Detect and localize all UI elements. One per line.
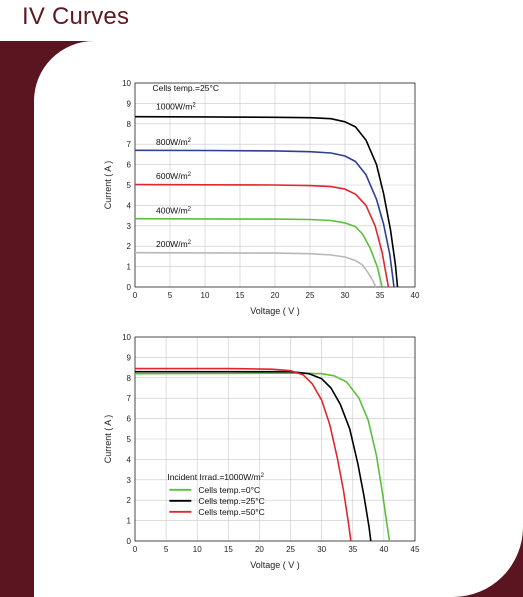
x-tick-label: 25 bbox=[286, 545, 295, 554]
x-tick-label: 5 bbox=[164, 545, 169, 554]
y-tick-label: 9 bbox=[127, 353, 132, 362]
x-tick-label: 5 bbox=[168, 291, 173, 300]
legend-title: Incident Irrad.=1000W/m2 bbox=[167, 472, 264, 482]
series-label: 200W/m2 bbox=[156, 239, 192, 249]
y-tick-label: 8 bbox=[127, 374, 132, 383]
x-tick-label: 20 bbox=[271, 291, 280, 300]
x-tick-label: 35 bbox=[376, 291, 385, 300]
x-tick-label: 0 bbox=[133, 291, 138, 300]
legend-entry: Cells temp.=0°C bbox=[198, 485, 260, 495]
x-tick-label: 15 bbox=[224, 545, 233, 554]
y-tick-label: 5 bbox=[127, 435, 132, 444]
series-line bbox=[134, 251, 377, 288]
series-label: 800W/m2 bbox=[156, 137, 192, 147]
y-tick-label: 2 bbox=[127, 496, 132, 505]
plot-frame bbox=[134, 336, 416, 542]
series-line bbox=[134, 115, 399, 288]
y-tick-label: 10 bbox=[122, 79, 131, 88]
y-tick-label: 0 bbox=[127, 537, 132, 546]
series-label: 1000W/m2 bbox=[156, 102, 196, 112]
x-tick-label: 40 bbox=[411, 291, 420, 300]
series-label: 600W/m2 bbox=[156, 171, 192, 181]
series-line bbox=[135, 370, 372, 542]
series-line bbox=[134, 372, 391, 542]
series-line bbox=[134, 149, 395, 288]
y-tick-label: 6 bbox=[127, 415, 132, 424]
x-tick-label: 15 bbox=[236, 291, 245, 300]
x-tick-label: 30 bbox=[341, 291, 350, 300]
x-tick-label: 10 bbox=[201, 291, 210, 300]
x-tick-label: 10 bbox=[193, 545, 202, 554]
x-axis-label: Voltage ( V ) bbox=[250, 560, 300, 570]
content-card bbox=[34, 41, 523, 597]
y-tick-label: 3 bbox=[127, 476, 132, 485]
y-tick-label: 7 bbox=[127, 394, 132, 403]
x-tick-label: 20 bbox=[255, 545, 264, 554]
y-tick-label: 1 bbox=[127, 263, 132, 272]
y-tick-label: 7 bbox=[127, 140, 132, 149]
y-tick-label: 10 bbox=[122, 333, 131, 342]
y-axis-label: Current ( A ) bbox=[103, 161, 113, 210]
x-tick-label: 45 bbox=[411, 545, 420, 554]
page-title: IV Curves bbox=[22, 3, 130, 30]
y-axis-label: Current ( A ) bbox=[103, 415, 113, 464]
annotation-label: Cells temp.=25°C bbox=[153, 83, 219, 93]
y-tick-label: 3 bbox=[127, 222, 132, 231]
y-tick-label: 4 bbox=[127, 201, 132, 210]
series-label: 400W/m2 bbox=[156, 206, 192, 216]
y-tick-label: 8 bbox=[127, 120, 132, 129]
legend-entry: Cells temp.=25°C bbox=[198, 496, 264, 506]
x-tick-label: 0 bbox=[133, 545, 138, 554]
series-line bbox=[134, 183, 390, 288]
x-tick-label: 35 bbox=[348, 545, 357, 554]
x-axis-label: Voltage ( V ) bbox=[250, 306, 300, 316]
series-line bbox=[135, 367, 352, 542]
legend-entry: Cells temp.=50°C bbox=[198, 507, 264, 517]
y-tick-label: 1 bbox=[127, 517, 132, 526]
y-tick-label: 0 bbox=[127, 283, 132, 292]
y-tick-label: 9 bbox=[127, 99, 132, 108]
y-tick-label: 4 bbox=[127, 455, 132, 464]
y-tick-label: 5 bbox=[127, 181, 132, 190]
series-line bbox=[134, 217, 383, 288]
iv-chart-1: 0 5 10 15 20 25 30 35 40 0 1 2 3 4 5 6 7 8 9 10 Voltage ( V … bbox=[103, 79, 420, 316]
y-tick-label: 2 bbox=[127, 242, 132, 251]
x-tick-label: 25 bbox=[306, 291, 315, 300]
x-tick-label: 40 bbox=[379, 545, 388, 554]
y-tick-label: 6 bbox=[127, 161, 132, 170]
x-tick-label: 30 bbox=[317, 545, 326, 554]
